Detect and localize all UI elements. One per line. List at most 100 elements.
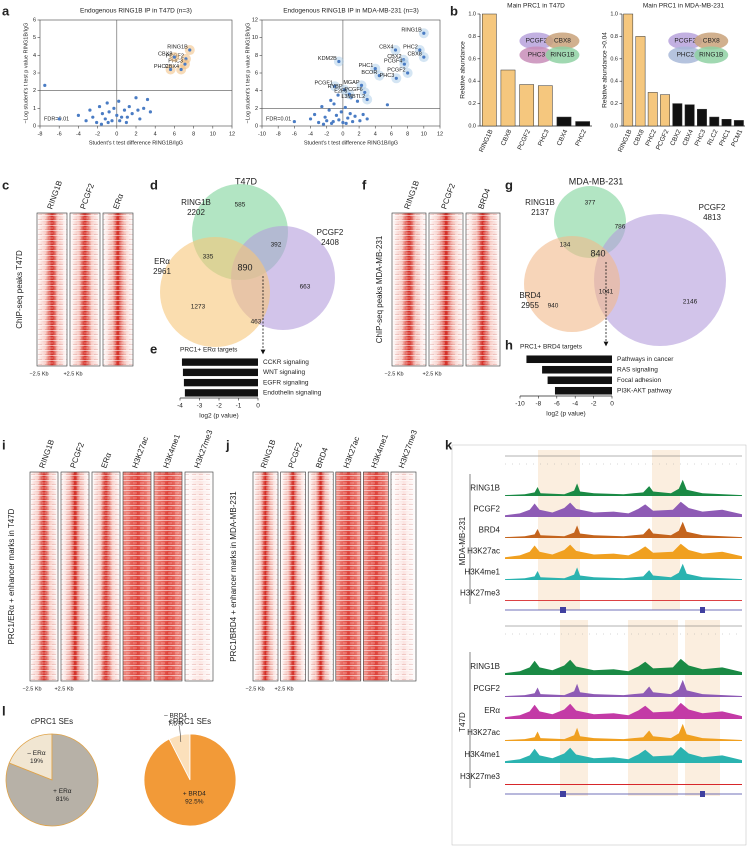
annotation: FDR=0.01: [266, 116, 291, 122]
y-tick-label: 0.2: [468, 101, 476, 107]
column-label: H3K4me1: [369, 432, 390, 469]
bar: [537, 85, 553, 127]
y-tick-label: 0.4: [468, 79, 476, 85]
x-tick-label: -8: [38, 131, 43, 137]
heatmap-texture: [252, 471, 279, 682]
data-point: [337, 59, 341, 64]
point-label: KDM2B: [318, 56, 337, 62]
region-count: 1041: [599, 289, 614, 296]
venn-set: [160, 237, 270, 347]
x-axis-label: Student's t test difference RING1B/IgG: [89, 140, 183, 146]
complex-label: CBX8: [554, 38, 571, 45]
region-count: 392: [271, 242, 282, 249]
y-tick-label: 2: [255, 106, 258, 112]
column-label: BRD4: [476, 187, 492, 211]
plot-frame: [261, 19, 441, 127]
heatmap-texture: [29, 471, 59, 682]
x-tick-label: -6: [292, 131, 297, 137]
data-point: [327, 108, 331, 112]
bar: [647, 92, 658, 127]
data-point: [323, 115, 327, 119]
pie-slice: [8, 733, 53, 781]
y-tick-label: 2: [33, 88, 36, 94]
data-point: [321, 122, 326, 126]
venn-set: [524, 236, 620, 332]
data-point: [112, 106, 116, 110]
data-point: [183, 62, 187, 66]
data-point: [122, 108, 127, 112]
x-tick-label: RING1B: [617, 129, 634, 154]
point-label: RING1B: [401, 28, 422, 34]
region-count: 940: [548, 303, 559, 310]
y-tick-label: 6: [255, 70, 258, 76]
panel-label: b: [450, 3, 458, 18]
data-point: [359, 83, 364, 87]
data-point: [179, 67, 183, 72]
region-count: 663: [300, 284, 311, 291]
point-label: PHC3: [380, 73, 395, 79]
chart-title: PRC1+ BRD4 targets: [520, 344, 583, 351]
bar: [556, 116, 572, 127]
data-point: [348, 112, 352, 116]
track-label: RING1B: [470, 662, 500, 671]
point-label: L3MBTL2: [341, 94, 365, 100]
x-tick-label: -6: [554, 401, 560, 408]
column-label: RING1B: [402, 179, 421, 210]
slice-label: – ERα: [27, 750, 45, 757]
data-point: [336, 93, 340, 97]
y-tick-label: 0.2: [610, 101, 618, 107]
column-label: PCGF2: [439, 182, 457, 211]
bar: [697, 108, 707, 127]
column-label: ERα: [111, 192, 125, 210]
data-point: [43, 83, 47, 87]
complex-subunit: [545, 46, 580, 64]
heatmap-texture: [391, 212, 427, 367]
set-total: 2955: [521, 301, 539, 310]
x-tick-label: -8: [536, 401, 542, 408]
y-tick-label: 4: [33, 53, 36, 59]
data-point: [107, 110, 111, 114]
x-tick-label: 0: [115, 131, 118, 137]
data-point: [99, 122, 104, 126]
data-point: [105, 101, 109, 105]
category-label: RAS signaling: [617, 366, 658, 373]
venn-title: T47D: [235, 176, 258, 186]
x-tick-label: 6: [173, 131, 176, 137]
data-point: [127, 104, 131, 109]
x-range-label: +2.5 Kb: [63, 371, 82, 377]
data-point: [76, 113, 80, 117]
chart-title: Main PRC1 in T47D: [507, 3, 565, 10]
data-point: [103, 117, 107, 121]
data-point: [363, 90, 367, 95]
plot-frame: [39, 19, 233, 127]
x-tick-label: PHC3: [537, 128, 551, 147]
x-tick-label: PHC2: [574, 128, 588, 147]
x-tick-label: 8: [406, 131, 409, 137]
bar: [554, 386, 612, 395]
data-point: [118, 119, 122, 123]
x-tick-label: -1: [236, 403, 242, 410]
x-range-label: +2.5 Kb: [54, 686, 73, 692]
bar: [635, 36, 646, 127]
set-total: 2202: [187, 208, 205, 217]
y-axis-label: −Log student's t test p value RING1B/IgG: [23, 23, 29, 124]
heatmap-texture: [102, 212, 134, 367]
column-label: PCGF2: [68, 441, 86, 470]
x-tick-label: -4: [76, 131, 81, 137]
x-tick-label: -4: [572, 401, 578, 408]
bar: [526, 355, 612, 364]
category-label: Focal adhesion: [617, 377, 661, 384]
x-tick-label: -8: [276, 131, 281, 137]
x-range-label: −2.5 Kb: [384, 371, 403, 377]
column-label: RING1B: [45, 179, 64, 210]
x-tick-label: -10: [258, 131, 266, 137]
x-axis-label: log2 (p value): [199, 413, 238, 420]
data-point: [292, 119, 296, 124]
panel-frame: [451, 444, 747, 846]
data-point: [100, 112, 104, 116]
column-label: H3K27me3: [397, 428, 419, 469]
column-label: ERα: [99, 451, 113, 469]
heatmap-texture: [69, 212, 101, 367]
track-label: H3K27ac: [467, 547, 500, 556]
y-axis-label: ChIP-seq peaks T47D: [15, 250, 24, 329]
